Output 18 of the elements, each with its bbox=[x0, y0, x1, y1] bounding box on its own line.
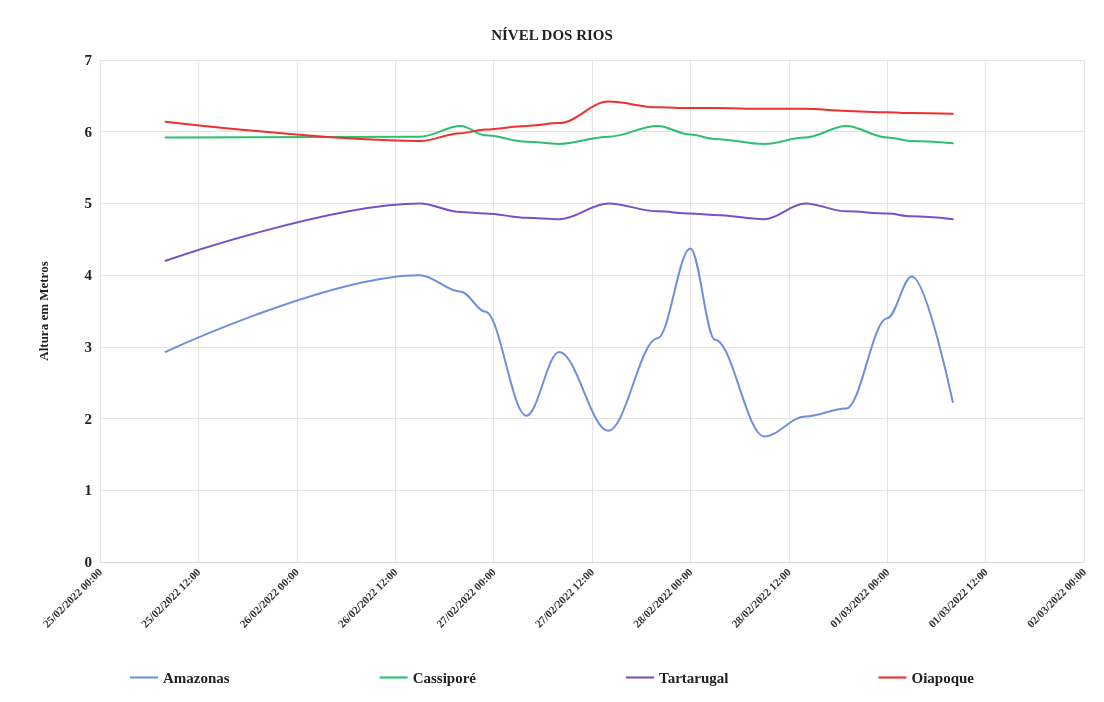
y-tick-label: 1 bbox=[84, 482, 92, 499]
y-tick-label: 4 bbox=[84, 267, 93, 284]
y-tick-label: 3 bbox=[84, 338, 92, 355]
y-tick-label: 2 bbox=[84, 410, 92, 427]
chart-title: NÍVEL DOS RIOS bbox=[491, 26, 613, 43]
y-tick-label: 0 bbox=[84, 554, 92, 570]
line-series bbox=[164, 100, 954, 143]
line-series bbox=[164, 124, 954, 145]
legend-label: Amazonas bbox=[163, 669, 230, 686]
y-tick-label: 5 bbox=[84, 195, 92, 212]
legend-label: Oiapoque bbox=[911, 669, 975, 686]
line-series bbox=[164, 247, 954, 438]
line-series bbox=[164, 202, 954, 262]
y-tick-label: 6 bbox=[84, 123, 93, 140]
y-axis-title: Altura em Metros bbox=[36, 261, 51, 361]
legend-label: Cassiporé bbox=[412, 669, 477, 686]
y-tick-label: 7 bbox=[84, 52, 93, 68]
legend-label: Tartarugal bbox=[659, 669, 729, 686]
